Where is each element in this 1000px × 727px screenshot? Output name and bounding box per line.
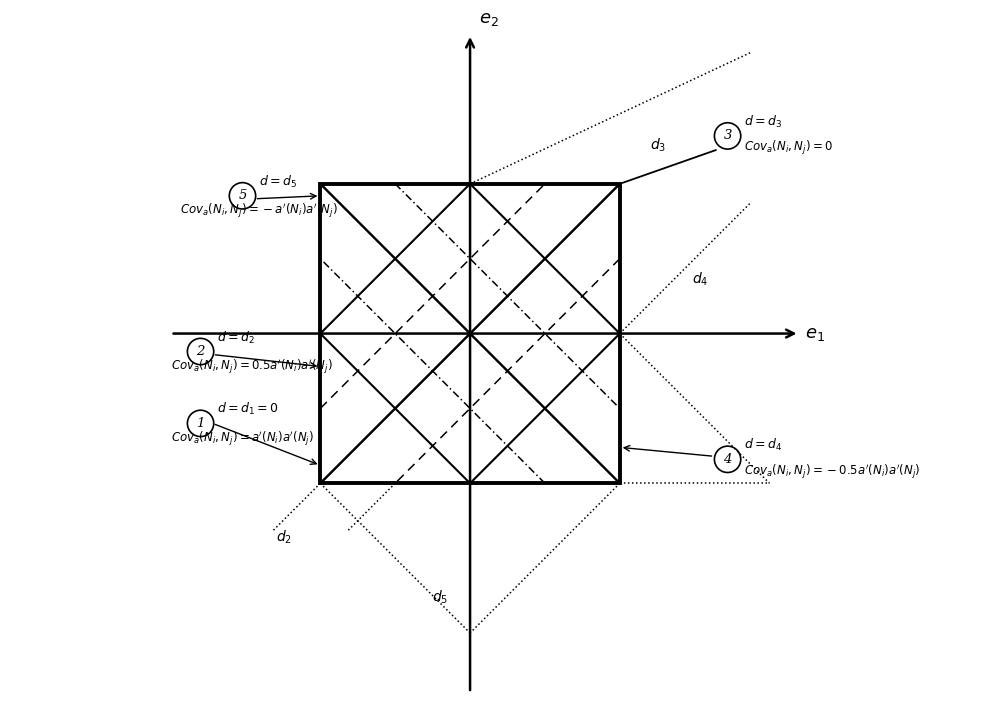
Text: $Cov_a(N_i,N_j)=0$: $Cov_a(N_i,N_j)=0$ (744, 139, 833, 157)
Text: 2: 2 (196, 345, 205, 358)
Text: $d = d_4$: $d = d_4$ (744, 437, 783, 454)
Text: $Cov_a(N_i,N_j)=-a'(N_i)a'(N_j)$: $Cov_a(N_i,N_j)=-a'(N_i)a'(N_j)$ (180, 202, 337, 220)
Text: $d = d_3$: $d = d_3$ (744, 114, 782, 130)
Text: $d_2$: $d_2$ (276, 529, 292, 546)
Text: $d_5$: $d_5$ (432, 588, 448, 606)
Text: $Cov_a(N_i,N_j)=0.5a'(N_i)a'(N_j)$: $Cov_a(N_i,N_j)=0.5a'(N_i)a'(N_j)$ (171, 358, 332, 376)
Text: $d = d_5$: $d = d_5$ (259, 174, 297, 190)
Text: 3: 3 (723, 129, 732, 142)
Text: 1: 1 (196, 417, 205, 430)
Text: 5: 5 (238, 189, 247, 202)
Bar (320, 184, 620, 483)
Text: $d = d_2$: $d = d_2$ (217, 329, 255, 345)
Text: 4: 4 (723, 453, 732, 466)
Text: $e_2$: $e_2$ (479, 10, 499, 28)
Text: $d_4$: $d_4$ (692, 271, 708, 289)
Text: $e_1$: $e_1$ (805, 324, 825, 342)
Text: $Cov_a(N_i,N_j)=-0.5a'(N_i)a'(N_j)$: $Cov_a(N_i,N_j)=-0.5a'(N_i)a'(N_j)$ (744, 462, 921, 481)
Text: $d = d_1=0$: $d = d_1=0$ (217, 401, 279, 417)
Text: $d_3$: $d_3$ (650, 137, 666, 154)
Text: $Cov_a(N_i,N_j)=a'(N_i)a'(N_j)$: $Cov_a(N_i,N_j)=a'(N_i)a'(N_j)$ (171, 430, 314, 448)
